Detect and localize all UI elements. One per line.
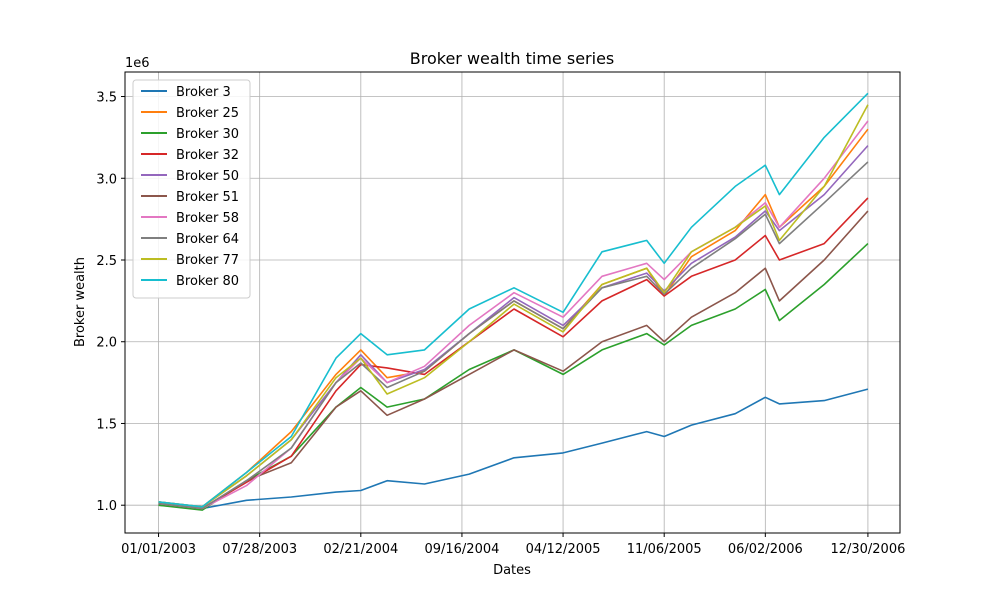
x-axis-ticks: 01/01/2003 07/28/2003 02/21/2004 09/16/2004…	[121, 533, 905, 557]
x-tick-label: 12/30/2006	[830, 542, 905, 557]
chart-title: Broker wealth time series	[410, 49, 615, 68]
y-tick-label: 2.5	[96, 254, 117, 269]
y-tick-label: 3.0	[96, 172, 117, 187]
legend-label-broker-80: Broker 80	[176, 274, 239, 289]
legend-label-broker-3: Broker 3	[176, 85, 231, 100]
x-tick-label: 02/21/2004	[323, 542, 398, 557]
y-axis-title: Broker wealth	[73, 257, 88, 347]
legend-label-broker-51: Broker 51	[176, 190, 239, 205]
series-line-broker-64	[158, 161, 869, 510]
series-line-broker-3	[158, 388, 869, 510]
x-tick-label: 01/01/2003	[121, 542, 196, 557]
legend-label-broker-50: Broker 50	[176, 169, 239, 184]
x-tick-label: 07/28/2003	[222, 542, 297, 557]
x-tick-label: 11/06/2005	[627, 542, 702, 557]
series-line-broker-51	[158, 210, 869, 510]
x-tick-label: 04/12/2005	[526, 542, 601, 557]
plot-frame	[124, 71, 901, 534]
x-tick-label: 06/02/2006	[728, 542, 803, 557]
legend-box	[132, 79, 251, 299]
legend-label-broker-30: Broker 30	[176, 127, 239, 142]
series-line-broker-32	[158, 197, 869, 510]
series-line-broker-77	[158, 104, 869, 508]
y-offset-label: 1e6	[125, 56, 150, 71]
series-line-broker-80	[158, 92, 869, 508]
y-axis-ticks: 1.0 1.5 2.0 2.5 3.0 3.5	[96, 91, 125, 514]
legend-label-broker-77: Broker 77	[176, 253, 239, 268]
y-tick-label: 1.0	[96, 499, 117, 514]
legend-label-broker-32: Broker 32	[176, 148, 239, 163]
series-line-broker-30	[158, 243, 869, 511]
x-tick-label: 09/16/2004	[424, 542, 499, 557]
y-tick-label: 1.5	[96, 417, 117, 432]
legend-label-broker-25: Broker 25	[176, 106, 239, 121]
y-tick-label: 2.0	[96, 336, 117, 351]
y-tick-label: 3.5	[96, 91, 117, 106]
series-layer	[158, 92, 869, 511]
legend-label-broker-58: Broker 58	[176, 211, 239, 226]
legend: Broker 3 Broker 25 Broker 30 Broker 32 Broke…	[132, 79, 251, 299]
x-axis-title: Dates	[493, 563, 531, 578]
legend-label-broker-64: Broker 64	[176, 232, 239, 247]
grid-layer	[125, 72, 900, 533]
